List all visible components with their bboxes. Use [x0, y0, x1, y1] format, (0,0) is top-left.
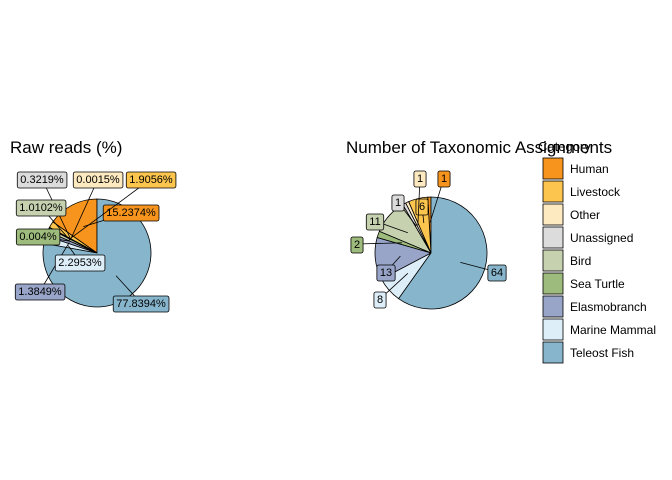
svg-text:0.0015%: 0.0015%	[76, 174, 120, 186]
svg-text:0.3219%: 0.3219%	[20, 174, 64, 186]
legend-label: Human	[570, 162, 609, 176]
data-label-human: 15.2374%	[102, 204, 160, 222]
legend-swatch	[542, 318, 564, 341]
legend-swatch	[542, 180, 564, 203]
legend-item-bird: Bird	[542, 249, 591, 272]
legend-swatch	[542, 203, 564, 226]
chart-title-taxonomic: Number of Taxonomic Assignments	[346, 138, 612, 157]
data-label-elasmobranch: 13	[376, 264, 396, 282]
svg-text:0.004%: 0.004%	[19, 231, 57, 243]
leader-line-livestock	[71, 178, 152, 238]
svg-text:77.8394%: 77.8394%	[116, 298, 166, 310]
legend: Category Human Livestock Other Unassigned Bi…	[538, 139, 656, 364]
data-label-unassigned: 1	[391, 194, 405, 212]
data-label-sea-turtle: 2	[350, 236, 364, 254]
chart-title-raw-reads: Raw reads (%)	[10, 138, 122, 157]
svg-text:1: 1	[417, 173, 423, 185]
legend-item-elasmobranch: Elasmobranch	[542, 295, 647, 318]
pie-raw-reads: 15.2374% 1.9056% 0.0015% 0.3219% 1.0102% 0.00…	[14, 171, 177, 313]
legend-label: Sea Turtle	[570, 277, 625, 291]
legend-swatch	[542, 157, 564, 180]
svg-text:1: 1	[441, 173, 447, 185]
svg-text:64: 64	[491, 267, 503, 279]
svg-text:1.3849%: 1.3849%	[18, 286, 62, 298]
leader-line-sea-turtle	[356, 242, 402, 245]
legend-item-teleost-fish: Teleost Fish	[542, 341, 634, 364]
svg-text:2: 2	[354, 239, 360, 251]
legend-label: Bird	[570, 254, 591, 268]
svg-text:11: 11	[369, 216, 380, 228]
data-label-other: 1	[413, 170, 427, 188]
legend-label: Elasmobranch	[570, 300, 647, 314]
legend-label: Unassigned	[570, 231, 633, 245]
svg-text:1.9056%: 1.9056%	[129, 174, 173, 186]
leader-line-other	[70, 178, 99, 240]
data-label-other: 0.0015%	[72, 171, 124, 189]
pie-slice-teleost-fish	[398, 196, 488, 310]
svg-text:2.2953%: 2.2953%	[58, 257, 102, 269]
leader-line-elasmobranch	[39, 242, 70, 292]
legend-swatch	[542, 272, 564, 295]
data-label-livestock: 6	[415, 198, 429, 216]
legend-item-sea-turtle: Sea Turtle	[542, 272, 625, 295]
legend-item-unassigned: Unassigned	[542, 226, 633, 249]
legend-swatch	[542, 295, 564, 318]
svg-text:1: 1	[395, 197, 401, 209]
legend-label: Other	[570, 208, 600, 222]
pie-slices	[374, 196, 488, 310]
legend-label: Marine Mammal	[570, 323, 656, 337]
legend-title: Category	[538, 139, 591, 154]
data-label-livestock: 1.9056%	[125, 171, 177, 189]
svg-text:8: 8	[377, 294, 383, 306]
legend-label: Livestock	[570, 185, 621, 199]
data-label-human: 1	[437, 170, 451, 188]
data-label-teleost-fish: 64	[487, 264, 507, 282]
legend-item-livestock: Livestock	[542, 180, 621, 203]
data-label-teleost-fish: 77.8394%	[112, 295, 170, 313]
svg-text:13: 13	[380, 267, 392, 279]
data-label-marine-mammal: 8	[373, 291, 387, 309]
data-label-sea-turtle: 0.004%	[15, 228, 61, 246]
svg-text:6: 6	[419, 201, 425, 213]
legend-swatch	[542, 249, 564, 272]
data-label-bird: 11	[365, 213, 385, 231]
legend-item-human: Human	[542, 157, 609, 180]
legend-label: Teleost Fish	[570, 346, 634, 360]
data-label-bird: 1.0102%	[15, 199, 67, 217]
data-label-unassigned: 0.3219%	[16, 171, 68, 189]
pie-labels: 15.2374% 1.9056% 0.0015% 0.3219% 1.0102% 0.00…	[14, 171, 177, 313]
legend-swatch	[542, 341, 564, 364]
data-label-marine-mammal: 2.2953%	[54, 254, 106, 272]
legend-swatch	[542, 226, 564, 249]
data-label-elasmobranch: 1.3849%	[14, 283, 66, 301]
svg-text:1.0102%: 1.0102%	[19, 202, 63, 214]
legend-item-marine-mammal: Marine Mammal	[542, 318, 656, 341]
svg-text:15.2374%: 15.2374%	[106, 207, 156, 219]
legend-item-other: Other	[542, 203, 600, 226]
